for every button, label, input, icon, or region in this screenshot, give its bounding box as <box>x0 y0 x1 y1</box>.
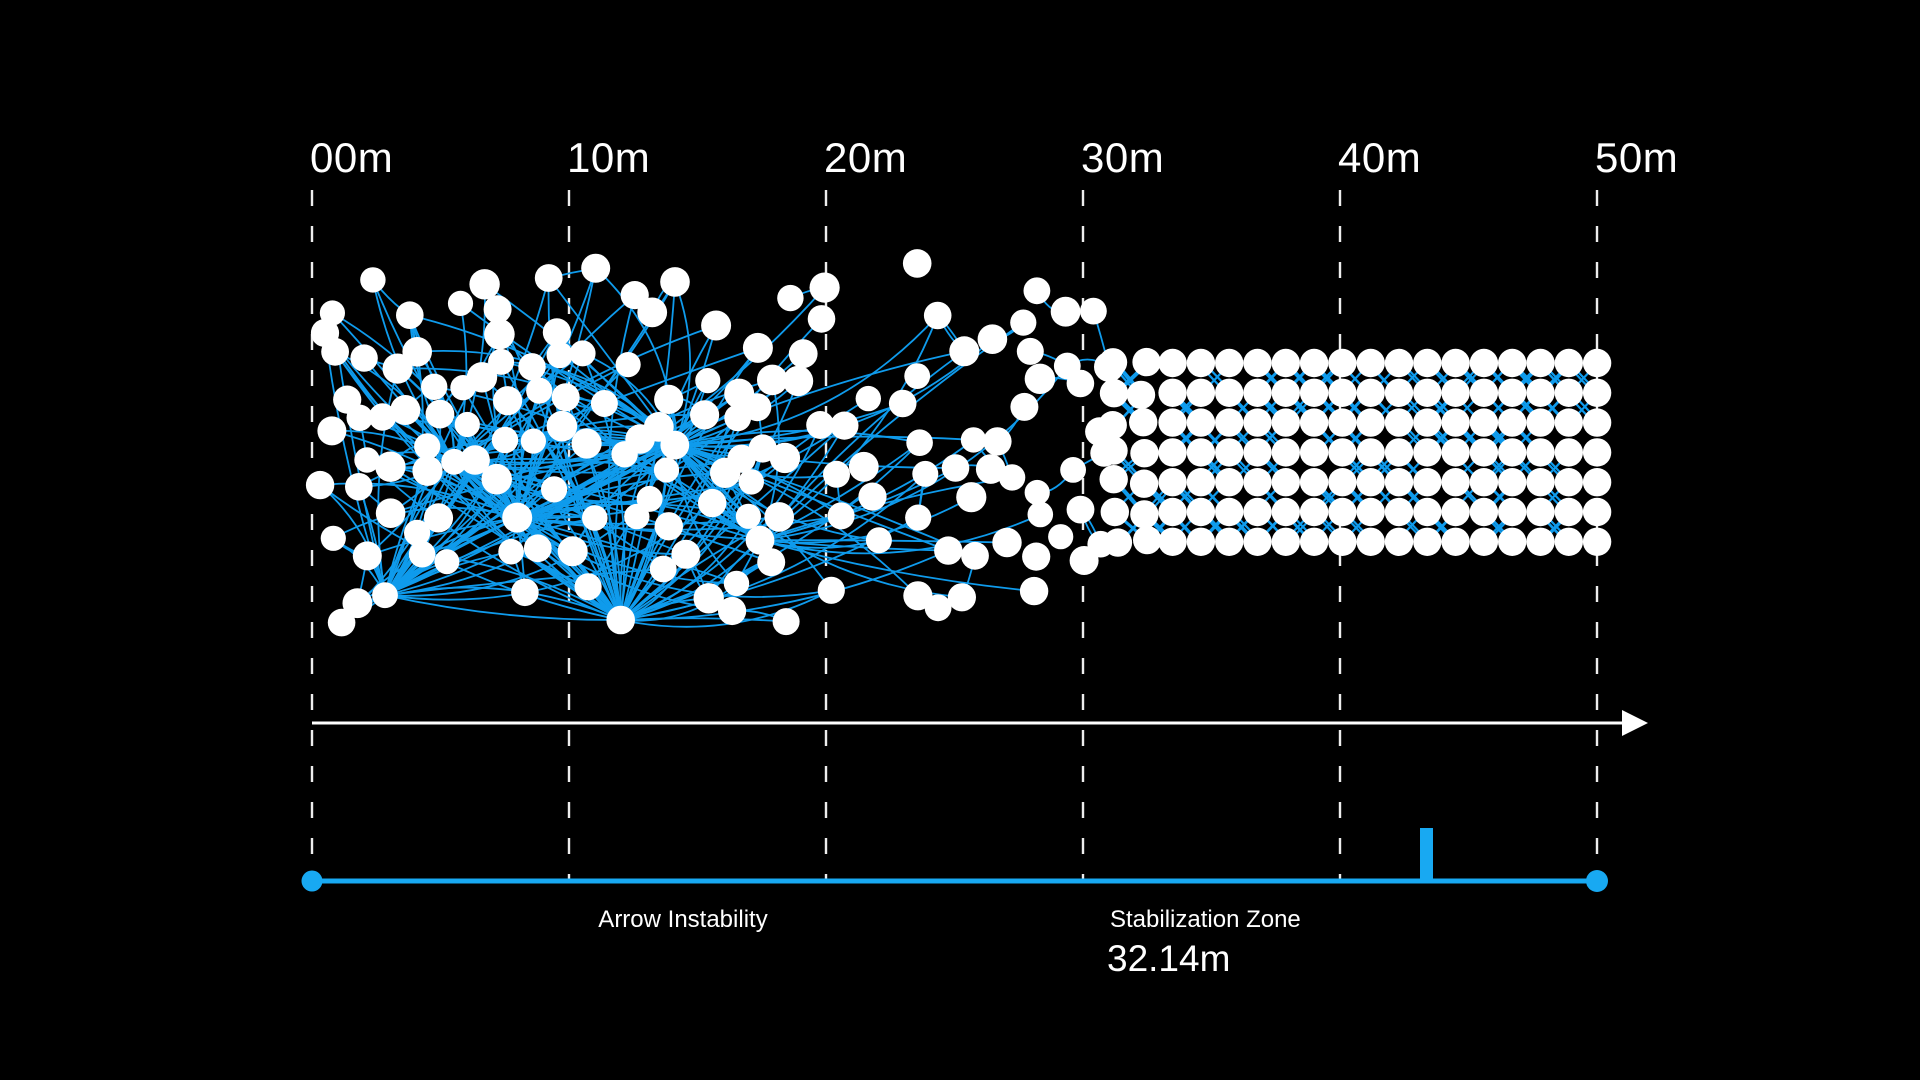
axis-arrowhead <box>1622 710 1648 736</box>
dots <box>305 249 1612 637</box>
timeline-end-dot <box>1586 870 1608 892</box>
timeline-start-dot <box>301 870 323 892</box>
timeline <box>301 828 1608 892</box>
distance-axis <box>312 710 1648 736</box>
stabilization-marker-tick <box>1420 828 1433 881</box>
